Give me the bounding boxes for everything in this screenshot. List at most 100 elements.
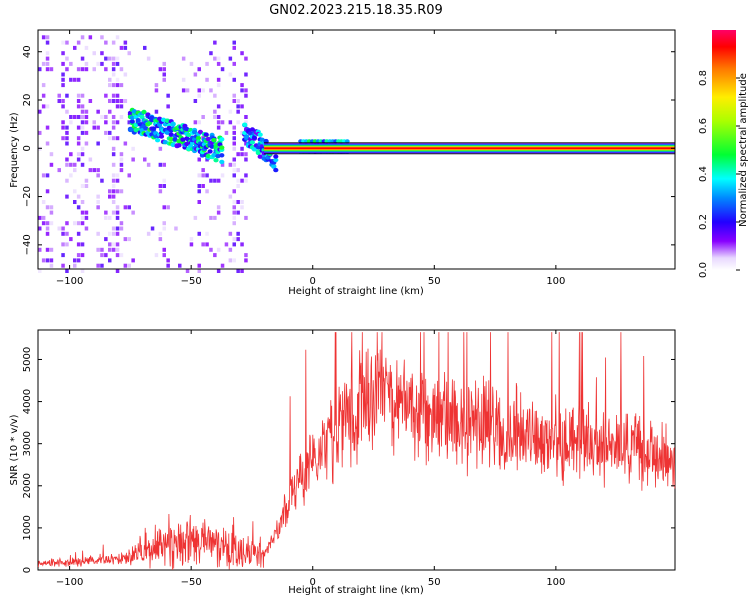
spectrogram-noise-cell <box>84 178 89 183</box>
spectrogram-noise-cell <box>84 215 89 220</box>
y-tick-label: 3000 <box>22 431 33 456</box>
spectrogram-noise-cell <box>49 210 54 215</box>
spectrogram-noise-cell <box>193 99 198 103</box>
spectrogram-noise-cell <box>76 67 81 72</box>
spectrogram-noise-cell <box>65 67 69 72</box>
spectrogram-noise-cell <box>80 221 85 226</box>
spectrogram-noise-cell <box>158 146 163 151</box>
spectrogram-band-cell <box>219 153 225 158</box>
spectrogram-noise-cell <box>80 269 85 273</box>
spectrogram-noise-cell <box>228 72 233 77</box>
spectrogram-noise-cell <box>131 157 135 162</box>
spectrogram-noise-cell <box>108 247 112 252</box>
snr-y-ticks: 0 1000 2000 3000 4000 5000 <box>22 347 675 573</box>
spectrogram-noise-cell <box>216 178 221 183</box>
spectrogram-noise-cell <box>197 189 201 194</box>
spectrogram-noise-cell <box>41 104 46 109</box>
spectrogram-noise-cell <box>240 83 244 88</box>
spectrogram-noise-cell <box>232 125 236 130</box>
spectrogram-noise-cell <box>104 67 108 72</box>
spectrogram-noise-cell <box>213 93 217 98</box>
spectrogram-noise-cell <box>240 104 244 109</box>
spectrogram-noise-cell <box>236 99 240 103</box>
spectrogram-noise-cell <box>197 93 201 98</box>
spectrogram-band-cell <box>207 149 213 154</box>
spectrogram-noise-cell <box>96 173 100 178</box>
spectrogram-noise-cell <box>76 40 81 45</box>
spectrogram-noise-cell <box>111 136 116 141</box>
spectrogram-noise-cell <box>65 93 69 98</box>
spectrogram-band-cell <box>257 132 263 137</box>
spectrogram-noise-cell <box>45 125 50 130</box>
spectrogram-noise-cell <box>123 205 128 210</box>
spectrogram-noise-cell <box>45 40 50 45</box>
spectrogram-noise-cell <box>76 242 81 247</box>
spectrogram-noise-cell <box>220 263 225 268</box>
spectrogram-noise-cell <box>154 83 159 88</box>
spectrogram-noise-cell <box>80 200 85 204</box>
spectrogram-noise-cell <box>76 104 81 109</box>
spectrogram-noise-cell <box>197 157 201 162</box>
spectrogram-noise-cell <box>65 56 69 61</box>
spectrogram-noise-cell <box>111 72 116 77</box>
spectrogram-noise-cell <box>65 231 69 236</box>
x-tick-label: −100 <box>56 276 83 287</box>
spectrogram-noise-cell <box>115 269 120 273</box>
spectrogram-noise-cell <box>236 237 240 242</box>
spectrogram-noise-cell <box>166 205 170 210</box>
spectrogram-x-label: Height of straight line (km) <box>288 286 424 297</box>
figure-title: GN02.2023.215.18.35.R09 <box>269 3 443 18</box>
spectrogram-noise-cell <box>65 157 69 162</box>
spectrogram-noise-cell <box>45 51 50 56</box>
spectrogram-noise-cell <box>115 226 120 231</box>
spectrogram-noise-cell <box>57 93 61 98</box>
spectrogram-noise-cell <box>104 237 108 242</box>
spectrogram-noise-cell <box>224 130 229 135</box>
spectrogram-noise-cell <box>111 40 116 45</box>
spectrogram-noise-cell <box>119 104 124 109</box>
spectrogram-noise-cell <box>61 125 65 130</box>
spectrogram-noise-cell <box>80 184 85 188</box>
spectrogram-noise-cell <box>108 130 112 135</box>
spectrogram-noise-cell <box>232 168 236 173</box>
spectrogram-noise-cell <box>244 88 248 93</box>
spectrogram-noise-cell <box>216 115 221 119</box>
spectrogram-band-cell <box>209 144 215 149</box>
spectrogram-noise-cell <box>197 231 201 236</box>
spectrogram-noise-cell <box>236 104 240 109</box>
spectrogram-noise-cell <box>123 99 128 103</box>
spectrogram-noise-cell <box>240 130 244 135</box>
spectrogram-band-cell <box>176 143 182 148</box>
spectrogram-noise-cell <box>104 40 108 45</box>
spectrogram-noise-cell <box>131 146 135 151</box>
spectrogram-noise-cell <box>158 162 163 167</box>
spectrogram-noise-cell <box>38 146 42 151</box>
spectrogram-noise-cell <box>146 56 151 61</box>
spectrogram-noise-cell <box>38 247 42 252</box>
spectrogram-noise-cell <box>108 215 112 220</box>
spectrogram-noise-cell <box>244 93 248 98</box>
x-tick-label: −50 <box>181 276 202 287</box>
spectrogram-noise-cell <box>115 120 120 125</box>
spectrogram-noise-cell <box>209 51 213 56</box>
spectrogram-noise-cell <box>111 115 116 119</box>
snr-line <box>37 332 676 571</box>
spectrogram-noise-cell <box>49 67 54 72</box>
spectrogram-noise-cell <box>111 67 116 72</box>
spectrogram-noise-cell <box>104 56 108 61</box>
spectrogram-noise-cell <box>119 152 124 157</box>
spectrogram-noise-cell <box>65 125 69 130</box>
spectrogram-noise-cell <box>205 189 209 194</box>
spectrogram-band-cell <box>137 122 143 127</box>
spectrogram-noise-cell <box>216 77 221 82</box>
spectrogram-noise-cell <box>228 247 233 252</box>
spectrogram-noise-cell <box>61 136 65 141</box>
spectrogram-noise-cell <box>100 178 104 183</box>
spectrogram-noise-cell <box>127 173 131 178</box>
spectrogram-noise-cell <box>76 231 81 236</box>
spectrogram-noise-cell <box>69 237 73 242</box>
spectrogram-noise-cell <box>65 130 69 135</box>
spectrogram-noise-cell <box>158 184 163 188</box>
spectrogram-noise-cell <box>111 226 116 231</box>
spectrogram-noise-cell <box>38 67 42 72</box>
